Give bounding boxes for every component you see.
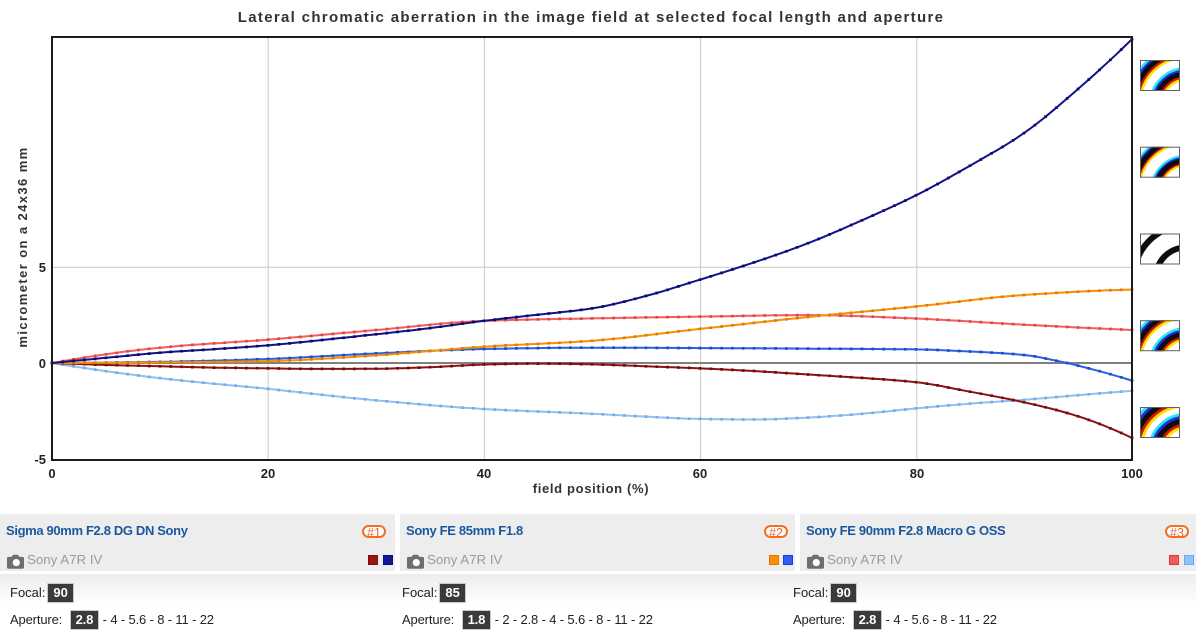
svg-text:micrometer on a 24x36 mm: micrometer on a 24x36 mm xyxy=(15,146,30,347)
svg-text:field position (%): field position (%) xyxy=(533,481,649,496)
svg-text:0: 0 xyxy=(48,466,55,481)
svg-text:5: 5 xyxy=(39,260,46,275)
svg-text:80: 80 xyxy=(910,466,924,481)
svg-text:40: 40 xyxy=(477,466,491,481)
svg-text:60: 60 xyxy=(693,466,707,481)
svg-text:-5: -5 xyxy=(34,452,46,467)
svg-text:Lateral chromatic aberration i: Lateral chromatic aberration in the imag… xyxy=(238,9,945,26)
svg-text:100: 100 xyxy=(1121,466,1143,481)
svg-text:0: 0 xyxy=(39,356,46,371)
svg-text:20: 20 xyxy=(261,466,275,481)
